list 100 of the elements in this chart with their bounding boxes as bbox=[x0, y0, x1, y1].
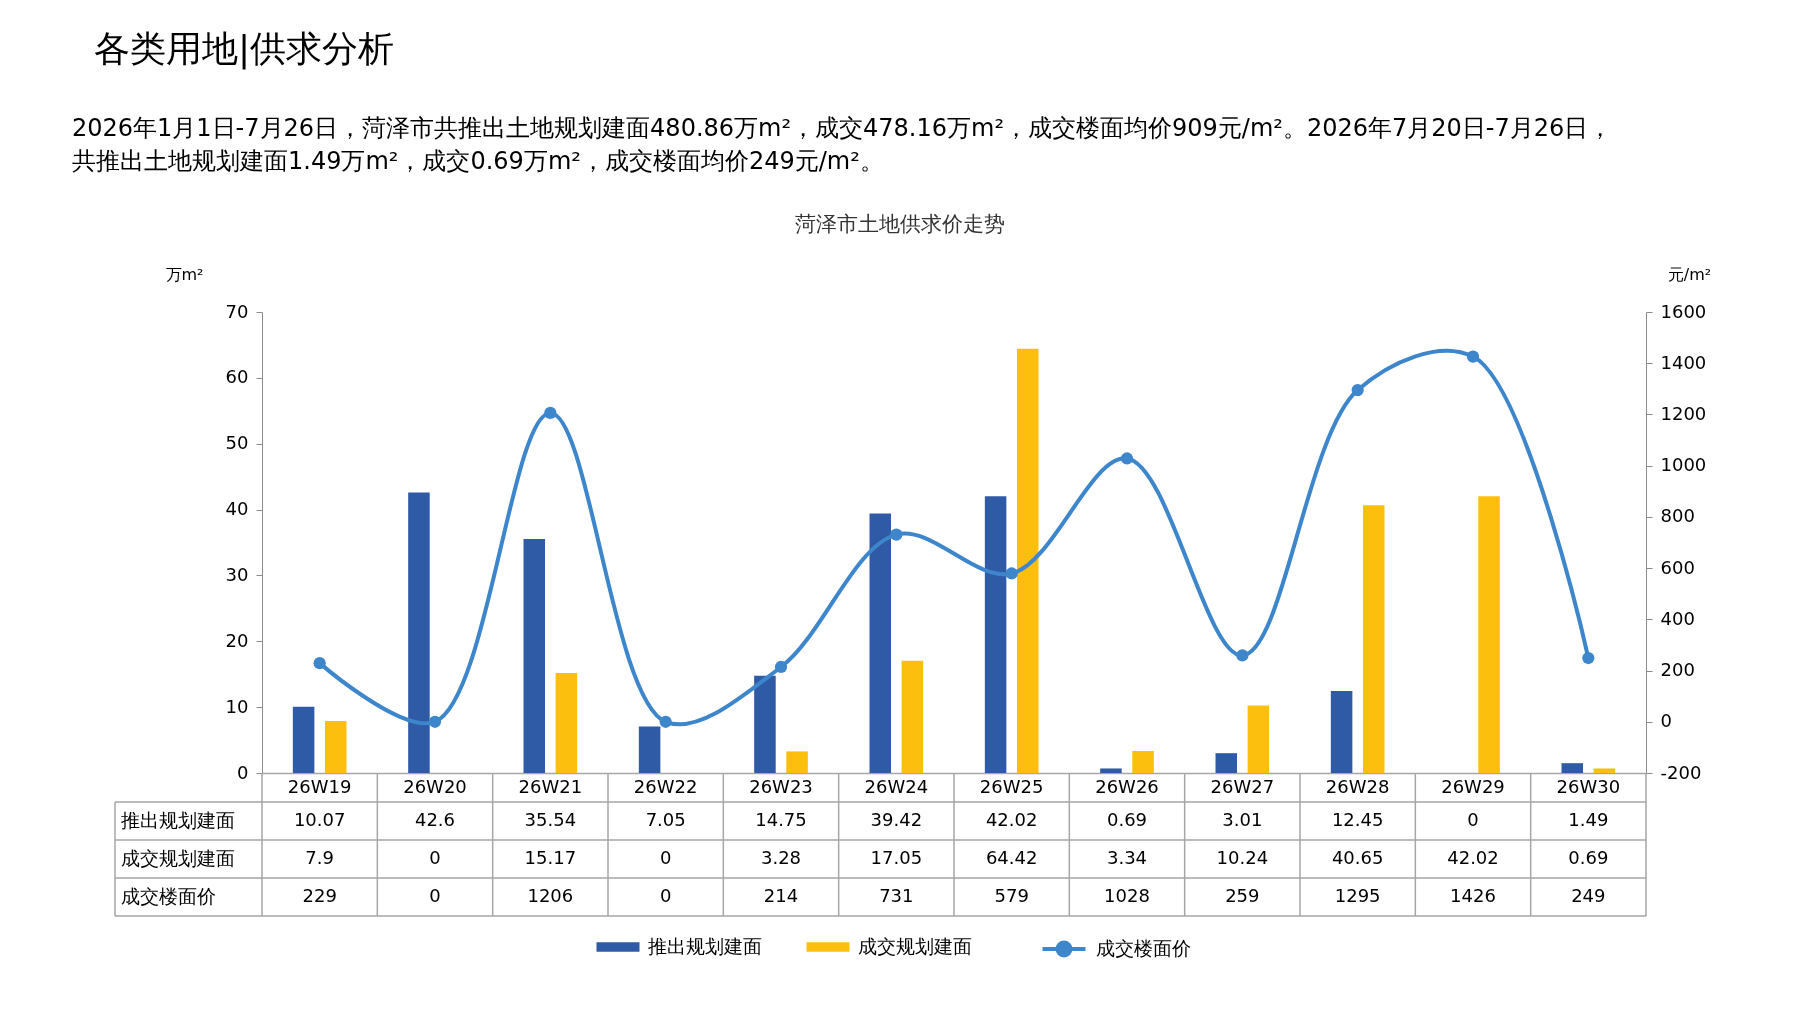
data-label: 259 bbox=[1225, 885, 1260, 906]
data-label: 7.05 bbox=[645, 809, 686, 830]
point bbox=[659, 715, 672, 728]
x-tick-label: 26W21 bbox=[518, 775, 583, 797]
data-label: 0 bbox=[1467, 809, 1479, 830]
point bbox=[890, 528, 903, 541]
y2-axis-title: 元/m² bbox=[1667, 264, 1712, 284]
y-tick-label: 10 bbox=[225, 695, 249, 717]
data-label: 0 bbox=[659, 885, 672, 906]
data-label: 731 bbox=[879, 885, 914, 906]
data-label: 1.49 bbox=[1568, 809, 1609, 830]
bar bbox=[869, 513, 892, 773]
point bbox=[1582, 651, 1595, 665]
data-label: 0 bbox=[659, 847, 672, 868]
y2-tick-label: 600 bbox=[1660, 556, 1695, 578]
bar bbox=[901, 660, 924, 773]
bar bbox=[1100, 768, 1122, 773]
text: 2026年1月1日-7月26日，菏泽市共推出土地规划建面480.86万m²，成交478.16万m²，成交楼面均价909元/m²。2026年7月20日-7月26日，共推出土地规划建面1.49万m²，成交0.69万m²，成交楼面均价249元/m²。 bbox=[72, 114, 1613, 175]
data-label: 249 bbox=[1571, 885, 1606, 906]
bar bbox=[523, 538, 546, 773]
bar bbox=[555, 673, 578, 773]
data-label: 14.75 bbox=[755, 809, 807, 830]
x-tick-label: 26W30 bbox=[1556, 775, 1621, 797]
data-label: 10.24 bbox=[1216, 847, 1269, 868]
y-tick-label: 50 bbox=[225, 432, 249, 454]
data-label: 42.02 bbox=[985, 809, 1038, 830]
data-label: 0 bbox=[429, 885, 441, 906]
data-label: 64.42 bbox=[985, 847, 1038, 868]
data-label: 17.05 bbox=[870, 847, 923, 868]
bar bbox=[1132, 751, 1154, 773]
data-label: 0 bbox=[429, 847, 441, 868]
x-tick-label: 26W29 bbox=[1441, 775, 1505, 797]
data-label: 3.34 bbox=[1106, 847, 1148, 868]
data-label: 10.07 bbox=[293, 809, 346, 830]
data-label: 0.69 bbox=[1106, 809, 1148, 830]
text: 推出规划建面 bbox=[121, 809, 235, 831]
y-tick-label: 70 bbox=[225, 300, 249, 322]
data-label: 0.69 bbox=[1568, 847, 1609, 868]
data-label: 1426 bbox=[1450, 885, 1496, 906]
x-tick-label: 26W26 bbox=[1095, 775, 1159, 797]
text: 成交楼面价 bbox=[121, 885, 216, 907]
y-axis-title: 万m² bbox=[165, 264, 204, 284]
point bbox=[774, 660, 788, 674]
bar bbox=[1593, 768, 1616, 773]
bar bbox=[324, 720, 347, 773]
legend-label: 成交楼面价 bbox=[1096, 937, 1191, 959]
x-tick-label: 26W24 bbox=[864, 775, 929, 797]
bar bbox=[786, 751, 808, 773]
y2-tick-label: 1400 bbox=[1660, 351, 1707, 373]
x-tick-label: 26W19 bbox=[287, 775, 352, 797]
data-label: 579 bbox=[994, 885, 1029, 906]
data-label: 214 bbox=[763, 885, 799, 906]
legend-label: 成交规划建面 bbox=[858, 935, 972, 957]
point bbox=[1466, 350, 1480, 363]
y-tick-label: 40 bbox=[225, 498, 249, 520]
point bbox=[1005, 567, 1018, 580]
data-label: 1206 bbox=[527, 885, 574, 906]
bar bbox=[1478, 496, 1500, 773]
y-tick-label: 0 bbox=[237, 761, 249, 783]
data-label: 7.9 bbox=[305, 847, 334, 868]
bar bbox=[1215, 753, 1238, 773]
data-label: 3.01 bbox=[1222, 809, 1263, 830]
bar bbox=[408, 492, 430, 773]
x-tick-label: 26W27 bbox=[1210, 775, 1275, 797]
x-tick-label: 26W22 bbox=[633, 775, 698, 797]
y2-tick-label: 800 bbox=[1660, 505, 1695, 527]
point bbox=[313, 657, 326, 670]
data-label: 12.45 bbox=[1331, 809, 1384, 830]
point bbox=[1120, 452, 1134, 465]
data-label: 40.65 bbox=[1331, 847, 1384, 868]
x-tick-label: 26W23 bbox=[749, 775, 813, 797]
y2-tick-label: 1600 bbox=[1660, 300, 1707, 322]
bar bbox=[638, 726, 661, 773]
legend-label: 推出规划建面 bbox=[648, 935, 762, 957]
y2-tick-label: 0 bbox=[1660, 710, 1672, 732]
x-tick-label: 26W20 bbox=[403, 775, 467, 797]
bar bbox=[1362, 505, 1385, 773]
data-label: 35.54 bbox=[524, 809, 577, 830]
y2-tick-label: 400 bbox=[1660, 607, 1695, 629]
point bbox=[1236, 649, 1249, 662]
bar bbox=[1016, 348, 1039, 773]
bar bbox=[1561, 763, 1584, 773]
y2-tick-label: 200 bbox=[1660, 659, 1695, 681]
text: 各类用地|供求分析 bbox=[94, 28, 395, 70]
bar bbox=[754, 675, 776, 773]
bar bbox=[1247, 705, 1270, 773]
point bbox=[428, 715, 442, 728]
x-tick-label: 26W28 bbox=[1325, 775, 1390, 797]
y2-tick-label: 1000 bbox=[1660, 454, 1707, 476]
y-tick-label: 30 bbox=[225, 563, 249, 585]
data-label: 39.42 bbox=[870, 809, 923, 830]
data-label: 15.17 bbox=[524, 847, 577, 868]
y2-tick-label: -200 bbox=[1660, 761, 1702, 783]
text: 成交规划建面 bbox=[121, 847, 235, 869]
bar bbox=[1330, 691, 1353, 773]
y-tick-label: 20 bbox=[225, 629, 249, 651]
bar bbox=[292, 706, 315, 773]
data-label: 1295 bbox=[1334, 885, 1381, 906]
data-label: 42.02 bbox=[1447, 847, 1499, 868]
point bbox=[544, 406, 557, 420]
